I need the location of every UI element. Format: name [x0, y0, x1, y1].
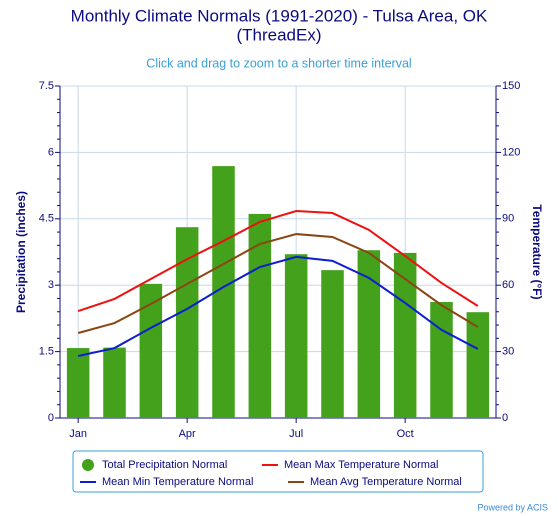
bar	[430, 302, 453, 418]
legend-text: Mean Min Temperature Normal	[102, 476, 253, 488]
legend-swatch	[82, 459, 94, 471]
legend-text: Total Precipitation Normal	[102, 459, 227, 471]
bar	[212, 166, 235, 418]
line	[77, 233, 479, 334]
chart-title-line2: (ThreadEx)	[236, 25, 321, 44]
chart-title: Monthly Climate Normals (1991-2020) - Tu…	[71, 6, 488, 25]
y2-tick-label: 90	[502, 213, 514, 225]
y-tick-label: 3	[48, 279, 54, 291]
y-tick-label: 4.5	[39, 213, 54, 225]
bar	[139, 283, 163, 418]
bar	[66, 348, 90, 418]
y2-tick-label: 0	[502, 412, 508, 424]
line	[77, 255, 479, 358]
y-tick-label: 6	[48, 146, 54, 158]
legend-text: Mean Max Temperature Normal	[284, 459, 438, 471]
bar	[103, 347, 126, 418]
x-tick-label: Jul	[289, 428, 303, 440]
y-axis-title: Precipitation (inches)	[14, 191, 28, 313]
y2-tick-label: 30	[502, 346, 514, 358]
bar	[321, 270, 344, 418]
y-tick-label: 0	[48, 412, 54, 424]
y-tick-label: 7.5	[39, 80, 54, 92]
x-tick-label: Oct	[397, 428, 414, 440]
y2-tick-label: 60	[502, 279, 514, 291]
bar	[284, 254, 308, 418]
bar	[466, 312, 490, 418]
legend-box	[72, 450, 484, 493]
bar	[175, 227, 199, 418]
x-tick-label: Apr	[179, 428, 196, 440]
y2-axis-title: Temperature (°F)	[530, 204, 544, 299]
y2-tick-label: 150	[502, 80, 520, 92]
credit[interactable]: Powered by ACIS	[477, 502, 548, 512]
bar	[357, 250, 381, 418]
x-tick-label: Jan	[69, 428, 87, 440]
y2-tick-label: 120	[502, 146, 520, 158]
chart-subtitle[interactable]: Click and drag to zoom to a shorter time…	[146, 56, 411, 70]
line	[77, 210, 479, 313]
legend-text: Mean Avg Temperature Normal	[310, 476, 462, 488]
y-tick-label: 1.5	[39, 346, 54, 358]
bar	[393, 252, 417, 418]
